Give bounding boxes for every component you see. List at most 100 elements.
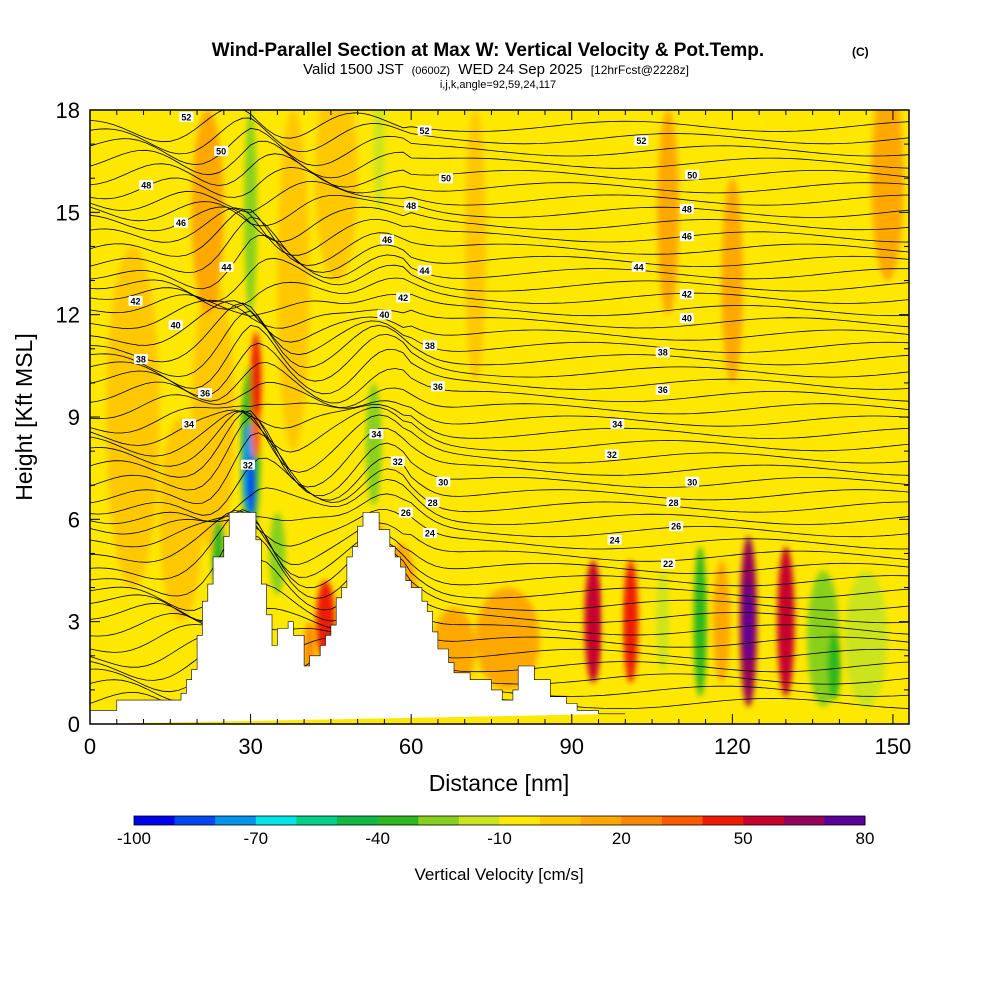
velocity-cell [464, 110, 487, 383]
theta-contour-line [90, 415, 909, 497]
theta-contour-line [90, 153, 909, 188]
colorbar-swatch [458, 816, 500, 825]
contour-label-text: 28 [428, 498, 438, 508]
contour-label-text: 24 [610, 535, 620, 545]
theta-contour-line [90, 117, 909, 155]
velocity-cell [475, 587, 540, 690]
velocity-cell [191, 110, 224, 315]
colorbar-tick-label: -100 [117, 829, 151, 848]
colorbar-swatch [337, 816, 379, 825]
contour-label-text: 50 [687, 170, 697, 180]
theta-contour-line [90, 257, 909, 303]
contour-label-text: 42 [130, 297, 140, 307]
velocity-cell [159, 416, 203, 622]
contour-label-text: 40 [682, 314, 692, 324]
velocity-cell [191, 280, 235, 554]
contour-label: 46 [380, 234, 395, 245]
colorbar-swatch [702, 816, 744, 825]
contour-label-text: 44 [634, 262, 644, 272]
velocity-cell [106, 246, 160, 588]
contour-label: 40 [679, 313, 694, 324]
contour-label-text: 32 [243, 460, 253, 470]
colorbar-tick-label: -40 [365, 829, 390, 848]
contour-label-text: 48 [406, 201, 416, 211]
contour-label: 44 [631, 261, 646, 272]
theta-contour-line [90, 432, 909, 505]
contour-label: 30 [685, 476, 700, 487]
velocity-cell [721, 178, 744, 383]
contour-label: 40 [377, 309, 392, 320]
x-tick-label: 0 [84, 734, 96, 759]
colorbar-swatch [580, 816, 622, 825]
contour-label-text: 24 [425, 528, 435, 538]
contour-label: 46 [679, 231, 694, 242]
theta-contour-line [90, 110, 909, 143]
theta-contour-line [90, 342, 909, 398]
contour-label-text: 30 [438, 477, 448, 487]
contour-label-text: 26 [671, 522, 681, 532]
chart-title: Wind-Parallel Section at Max W: Vertical… [212, 40, 764, 61]
contour-label: 28 [666, 497, 681, 508]
colorbar-tick-label: -70 [244, 829, 269, 848]
theta-contour-line [90, 400, 909, 434]
contour-label-text: 46 [682, 232, 692, 242]
velocity-cell [277, 110, 310, 452]
velocity-cell [584, 560, 602, 684]
contour-label: 28 [425, 497, 440, 508]
contour-label-text: 34 [184, 419, 194, 429]
colorbar-tick-label: 80 [856, 829, 875, 848]
colorbar-frame [133, 815, 866, 826]
contour-label-text: 32 [393, 457, 403, 467]
contour-label: 48 [404, 200, 419, 211]
contour-label-text: 34 [612, 419, 622, 429]
theta-contour-line [90, 410, 909, 488]
colorbar-swatch [215, 816, 257, 825]
contour-label: 42 [128, 296, 143, 307]
velocity-cell [656, 570, 670, 673]
contour-label: 32 [604, 449, 619, 460]
contour-label-text: 34 [371, 430, 381, 440]
contour-label-text: 36 [433, 382, 443, 392]
contour-label: 50 [685, 169, 700, 180]
terrain [90, 512, 626, 724]
colorbar-swatch [661, 816, 704, 825]
velocity-cell [777, 546, 795, 697]
y-tick-label: 15 [56, 200, 80, 225]
velocity-cell [743, 580, 754, 663]
x-axis-title: Distance [nm] [429, 770, 570, 796]
colorbar-swatch [540, 816, 582, 825]
contour-label-text: 30 [687, 477, 697, 487]
velocity-cell [827, 631, 841, 701]
contour-label: 36 [198, 388, 213, 399]
plot-area: 52 50 48 46 44 42 40 38 36 34 32 52 50 48 46 44 42 40 38 36… [90, 110, 909, 724]
contour-labels: 52 50 48 46 44 42 40 38 36 34 32 52 50 48 46 44 42 40 38 36… [128, 111, 700, 569]
contour-label-text: 40 [171, 320, 181, 330]
theta-contour-line [90, 300, 909, 346]
contour-label: 34 [610, 418, 625, 429]
x-axis: 0 30 60 90 120 150 [84, 110, 911, 759]
velocity-cell [365, 382, 382, 506]
contour-label: 36 [430, 381, 445, 392]
colorbar-swatch [134, 816, 176, 825]
theta-contour-line [90, 493, 909, 538]
subtitle-date: WED 24 Sep 2025 [458, 61, 582, 78]
chart-title-mark: (C) [852, 45, 869, 59]
x-tick-label: 150 [875, 734, 912, 759]
theta-contour-line [90, 194, 909, 227]
colorbar-swatch [377, 816, 419, 825]
theta-contour-line [90, 216, 909, 274]
subtitle-valid: Valid 1500 JST [303, 61, 403, 78]
y-tick-label: 3 [68, 610, 80, 635]
contour-label: 42 [679, 289, 694, 300]
colorbar-tick-labels: -100 -70 -40 -10 20 50 80 [117, 829, 874, 848]
theta-contour-line [90, 406, 909, 457]
contour-label: 44 [417, 265, 432, 276]
contour-label: 40 [168, 319, 183, 330]
chart-subtitle: Valid 1500 JST (0600Z) WED 24 Sep 2025 [… [303, 61, 689, 78]
velocity-cell [373, 110, 385, 213]
theta-contour-line [90, 302, 909, 363]
contour-label: 50 [214, 145, 229, 156]
theta-contour-line [90, 293, 909, 317]
contour-label: 52 [417, 125, 432, 136]
contour-label: 24 [607, 534, 622, 545]
